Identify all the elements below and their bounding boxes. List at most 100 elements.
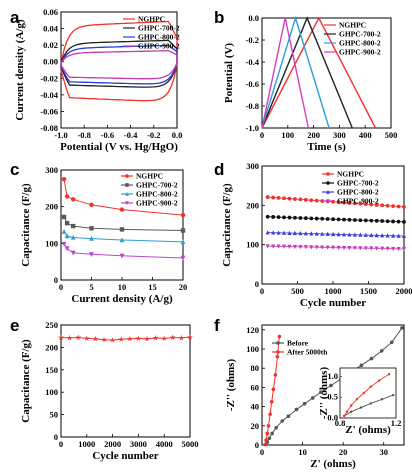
data-point: [320, 245, 325, 250]
data-point: [378, 379, 381, 382]
data-point: [325, 231, 330, 236]
data-point: [152, 334, 159, 341]
data-point: [401, 233, 407, 238]
data-point: [70, 250, 76, 256]
panel-e-xtick-label: 2000: [104, 439, 121, 449]
panel-e-xlabel: Cycle number: [92, 450, 158, 462]
panel-d: d 0 500 1000 1500 2000 0 100 200 300 Cycle number C…: [214, 160, 412, 309]
data-point: [359, 406, 363, 409]
legend-entry: GHPC-900-2: [136, 199, 178, 208]
legend-marker: [125, 201, 129, 206]
legend-marker: [326, 181, 330, 185]
data-point: [400, 326, 404, 330]
data-point: [331, 217, 336, 222]
panel-e-xtick-label: 4000: [156, 439, 173, 449]
panel-a-ytick-label: 0.00: [43, 57, 58, 67]
panel-a-ytick-label: -0.02: [40, 73, 58, 83]
data-point: [310, 396, 315, 400]
data-point: [66, 334, 73, 341]
data-point: [303, 197, 308, 202]
panel-f-xlabel: Z' (ohms): [310, 458, 356, 470]
panel-d-ytick-label: 300: [246, 161, 259, 171]
panel-e-xtick-label: 0: [59, 439, 63, 449]
data-point: [92, 335, 99, 342]
data-point: [180, 239, 186, 245]
data-point: [380, 246, 385, 251]
data-point: [309, 231, 314, 236]
panel-c-xtick-label: 10: [118, 282, 127, 292]
panel-b-frame: [261, 17, 392, 129]
data-point: [353, 218, 357, 222]
data-point: [268, 412, 272, 417]
panel-b-ytick-label: -0.4: [246, 57, 260, 67]
legend-entry: GHPC-800-2: [337, 188, 379, 197]
panel-f-ytick-label: 60: [251, 382, 260, 392]
panel-b-xtick-label: 0: [260, 130, 264, 140]
data-point: [320, 216, 325, 221]
data-point: [380, 203, 385, 208]
data-point: [363, 246, 368, 251]
legend-entry: GHPC-700-2: [136, 181, 178, 190]
inset-line-1: [343, 373, 390, 417]
panel-e-ytick-label: 0: [54, 432, 58, 442]
panel-b-ytick-label: 0.0: [248, 13, 259, 23]
data-point: [341, 245, 347, 251]
panel-a-xtick-label: 0.0: [172, 130, 183, 140]
data-point: [314, 245, 319, 250]
inset-ytick-label: 0.0: [327, 413, 338, 423]
data-point: [293, 197, 297, 201]
data-point: [374, 203, 379, 207]
panel-b-xtick-label: 200: [307, 130, 320, 140]
panel-b-xtick-label: 500: [385, 130, 398, 140]
data-point: [402, 219, 406, 224]
data-point: [303, 231, 308, 236]
panel-d-xtick-label: 500: [291, 286, 304, 296]
data-point: [161, 335, 168, 341]
data-point: [396, 219, 401, 224]
data-point: [391, 204, 395, 209]
legend-marker: [326, 199, 330, 204]
data-point: [309, 216, 314, 221]
panel-b-xtick-label: 300: [333, 130, 346, 140]
data-point: [309, 245, 314, 250]
data-point: [180, 228, 186, 233]
inset-frame: [339, 367, 397, 419]
data-point: [276, 195, 281, 200]
data-point: [118, 336, 125, 342]
data-point: [178, 334, 185, 341]
data-point: [350, 404, 353, 407]
data-point: [119, 207, 125, 212]
data-point: [89, 226, 94, 231]
data-point: [343, 414, 346, 418]
data-point: [281, 244, 287, 249]
panel-e-ytick-label: 250: [45, 320, 58, 330]
panel-b-label: b: [214, 8, 224, 27]
legend-entry: NGHPC: [138, 15, 165, 24]
data-point: [358, 232, 363, 237]
data-point: [282, 196, 286, 201]
panel-f-ytick-label: 0: [255, 440, 259, 450]
data-point: [309, 198, 314, 203]
legend-marker: [125, 183, 129, 187]
data-point: [265, 431, 270, 436]
data-point: [369, 232, 374, 238]
data-point: [58, 334, 64, 341]
data-point: [135, 335, 142, 341]
panel-f-xtick-label: 0: [260, 447, 264, 457]
gcd-line-3: [261, 17, 310, 129]
panel-e: e 0 1000 2000 3000 4000 5000 0 50 100 150 200 250 Cyc…: [10, 316, 199, 462]
panel-f-ytick-label: 120: [246, 325, 259, 335]
panel-c-ytick-label: 300: [45, 165, 58, 175]
data-point: [281, 230, 287, 235]
panel-b-xtick-label: 400: [359, 130, 372, 140]
panel-f-ytick-label: 80: [251, 363, 260, 373]
data-point: [89, 235, 94, 241]
data-point: [331, 231, 336, 237]
data-point: [274, 425, 279, 430]
data-point: [369, 218, 374, 223]
data-point: [271, 230, 276, 235]
data-point: [126, 335, 133, 342]
data-point: [144, 335, 150, 342]
panel-b-ytick-label: -0.6: [246, 79, 259, 89]
